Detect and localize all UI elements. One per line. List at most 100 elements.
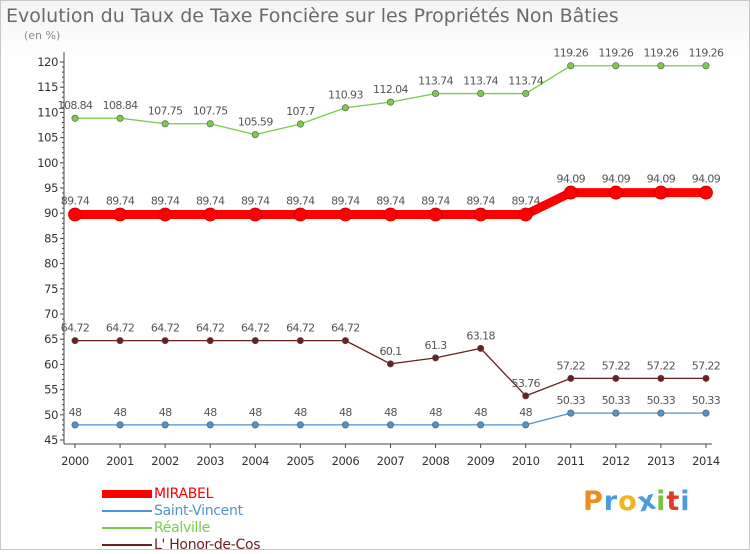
data-label: 48 xyxy=(159,406,172,419)
y-tick-label: 120 xyxy=(37,55,58,69)
legend-label: L' Honor-de-Cos xyxy=(154,537,261,553)
data-label: 89.74 xyxy=(241,195,270,208)
data-point xyxy=(428,207,443,222)
data-point xyxy=(612,374,620,382)
logo-letter: t xyxy=(666,486,681,517)
y-tick-label: 60 xyxy=(44,357,58,371)
data-point xyxy=(567,62,575,70)
data-point xyxy=(386,360,394,368)
data-label: 48 xyxy=(114,406,127,419)
y-tick-label: 90 xyxy=(44,206,58,220)
data-label: 110.93 xyxy=(328,89,363,102)
data-point xyxy=(296,120,304,128)
data-point xyxy=(116,421,124,429)
data-point xyxy=(654,185,668,200)
data-label: 64.72 xyxy=(241,322,270,335)
data-point xyxy=(251,421,259,429)
data-label: 50.33 xyxy=(647,394,676,407)
data-point xyxy=(473,207,488,222)
data-point xyxy=(522,90,530,98)
data-point xyxy=(567,409,575,417)
data-label: 57.22 xyxy=(647,359,676,372)
data-point xyxy=(386,421,394,429)
logo-letter: i xyxy=(680,486,691,517)
data-label: 107.7 xyxy=(286,105,315,118)
data-label: 61.3 xyxy=(425,339,448,352)
y-tick-label: 95 xyxy=(44,181,58,195)
data-point xyxy=(116,337,124,345)
x-tick-label: 2002 xyxy=(151,454,179,468)
x-tick-label: 2012 xyxy=(602,454,630,468)
data-label: 107.75 xyxy=(193,105,228,118)
data-label: 50.33 xyxy=(692,394,721,407)
y-tick-label: 65 xyxy=(44,332,58,346)
data-point xyxy=(68,207,82,222)
x-tick-label: 2014 xyxy=(692,454,720,468)
data-point xyxy=(338,207,353,222)
data-label: 48 xyxy=(204,406,217,419)
data-label: 89.74 xyxy=(331,195,360,208)
data-label: 48 xyxy=(429,406,442,419)
data-point xyxy=(341,421,349,429)
data-point xyxy=(477,90,485,98)
data-label: 57.22 xyxy=(692,359,721,372)
data-point xyxy=(251,337,259,345)
x-tick-label: 2008 xyxy=(422,454,450,468)
data-label: 107.75 xyxy=(148,105,183,118)
data-point xyxy=(206,120,214,128)
y-tick-label: 85 xyxy=(44,231,58,245)
data-label: 113.74 xyxy=(463,75,498,88)
data-label: 57.22 xyxy=(602,359,631,372)
data-label: 48 xyxy=(69,406,82,419)
data-label: 119.26 xyxy=(643,47,678,60)
data-label: 89.74 xyxy=(511,195,540,208)
x-tick-label: 2001 xyxy=(106,454,134,468)
data-point xyxy=(432,90,440,98)
data-label: 57.22 xyxy=(557,359,586,372)
series-layer xyxy=(68,62,713,429)
data-label: 64.72 xyxy=(286,322,315,335)
data-point xyxy=(702,409,710,417)
data-point xyxy=(203,207,218,222)
data-label: 48 xyxy=(249,406,262,419)
data-point xyxy=(612,409,620,417)
logo-letter: r xyxy=(603,486,619,517)
data-label: 112.04 xyxy=(373,83,408,96)
data-label: 48 xyxy=(339,406,352,419)
x-tick-label: 2013 xyxy=(647,454,675,468)
legend-swatch xyxy=(102,544,152,546)
x-tick-label: 2011 xyxy=(557,454,585,468)
data-label: 89.74 xyxy=(196,195,225,208)
y-tick-label: 70 xyxy=(44,307,58,321)
data-point xyxy=(206,421,214,429)
data-label: 64.72 xyxy=(61,322,90,335)
data-label: 94.09 xyxy=(557,173,586,186)
x-tick-label: 2009 xyxy=(467,454,495,468)
data-point xyxy=(293,207,308,222)
data-point xyxy=(341,104,349,112)
chart-title: Evolution du Taux de Taxe Foncière sur l… xyxy=(6,5,619,27)
logo-letter: o xyxy=(618,486,638,517)
x-tick-label: 2000 xyxy=(61,454,89,468)
data-point xyxy=(522,421,530,429)
legend-label: Saint-Vincent xyxy=(154,503,243,519)
data-point xyxy=(341,337,349,345)
data-point xyxy=(477,344,485,352)
legend-swatch xyxy=(102,490,152,498)
data-point xyxy=(161,337,169,345)
logo-letter: P xyxy=(583,486,604,517)
data-label: 108.84 xyxy=(103,99,138,112)
x-tick-label: 2004 xyxy=(241,454,269,468)
data-point xyxy=(158,207,173,222)
y-tick-label: 75 xyxy=(44,282,58,296)
data-label: 63.18 xyxy=(466,329,495,342)
data-label: 50.33 xyxy=(602,394,631,407)
x-tick-label: 2005 xyxy=(287,454,315,468)
y-tick-label: 80 xyxy=(44,257,58,271)
y-tick-label: 115 xyxy=(37,80,58,94)
data-point xyxy=(71,421,79,429)
data-label: 89.74 xyxy=(376,195,405,208)
data-label: 64.72 xyxy=(196,322,225,335)
